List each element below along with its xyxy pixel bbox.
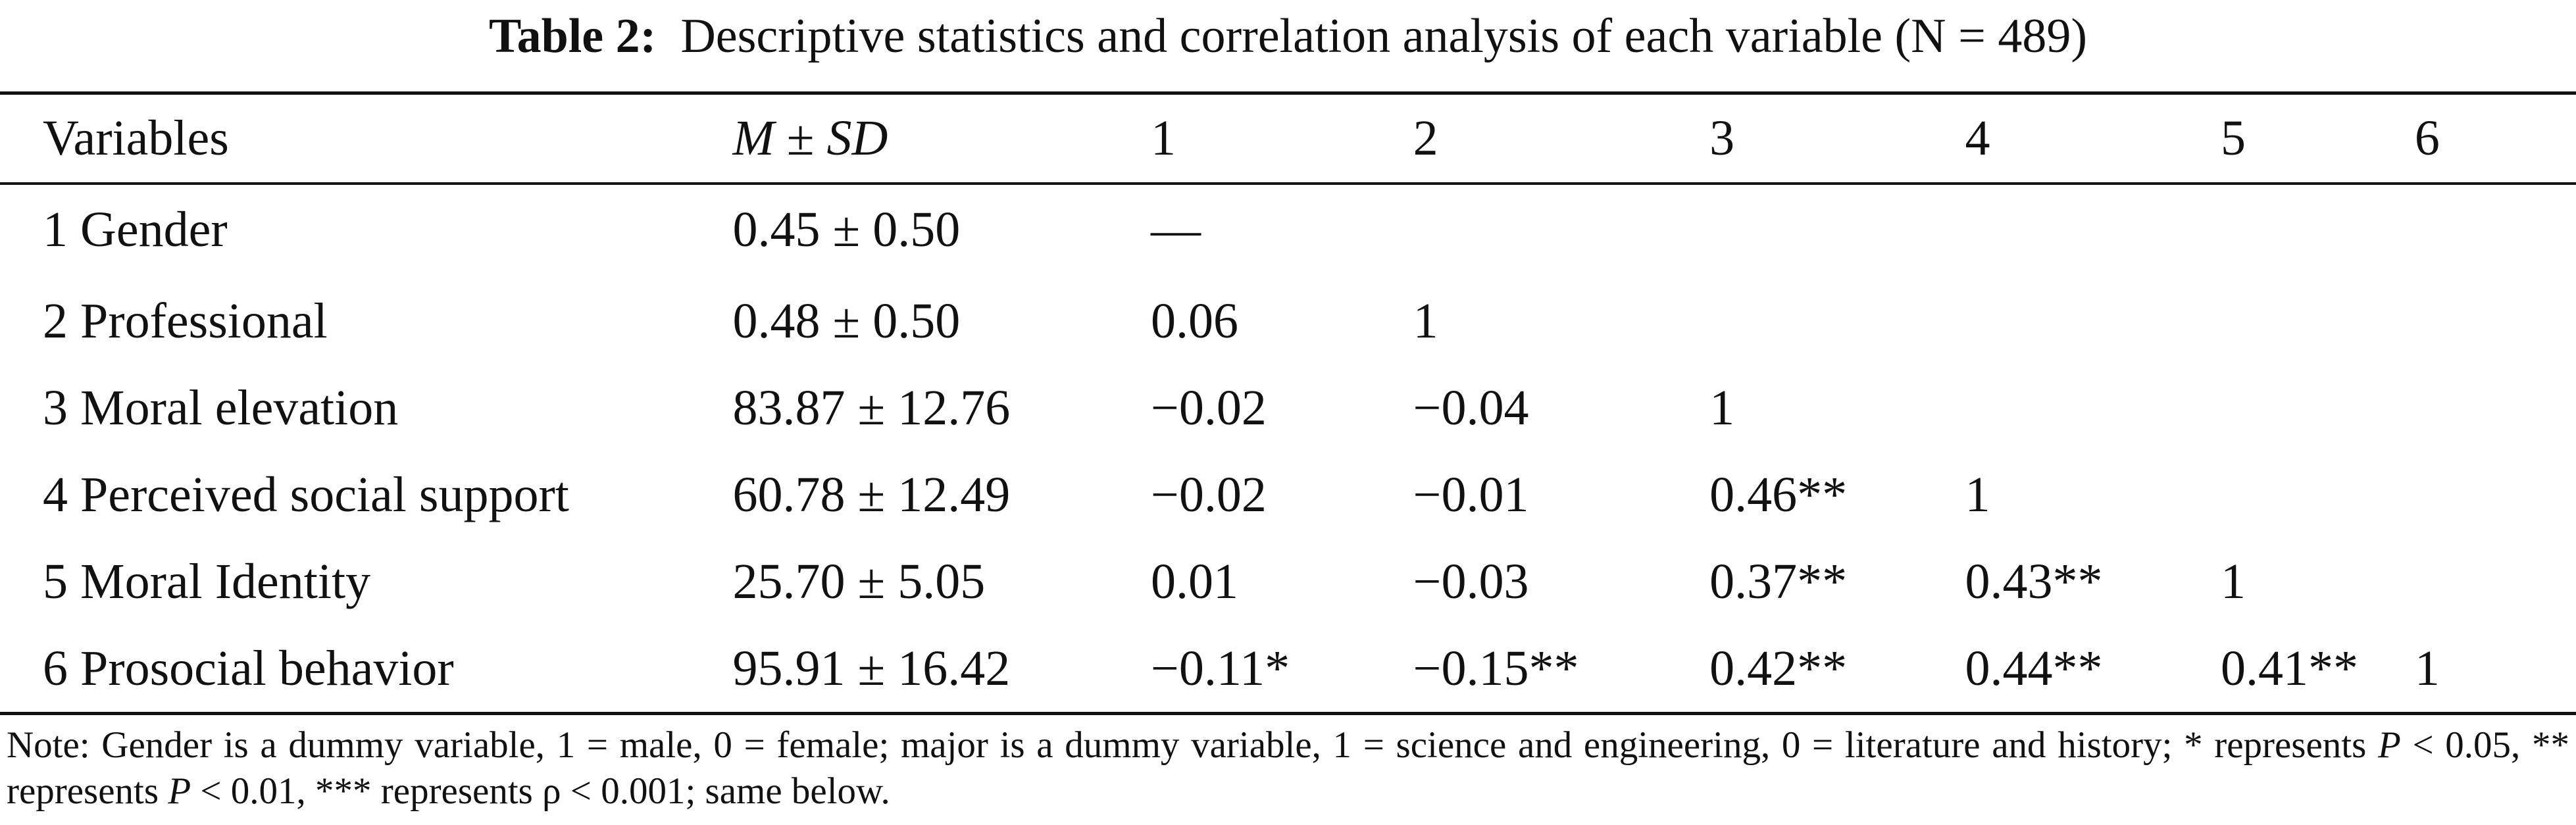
cell-c2 (1413, 182, 1709, 278)
note-part-3: < 0.01, *** represents ρ < 0.001; same b… (191, 770, 890, 812)
header-col-4: 4 (1965, 111, 1990, 166)
cell-c4 (1965, 182, 2221, 278)
cell-c1: −0.11* (1151, 640, 1290, 696)
cell-c6 (2415, 278, 2576, 364)
row-msd: 95.91 ± 16.42 (732, 640, 1011, 696)
cell-c3: 0.42** (1709, 640, 1848, 696)
cell-c1: 0.01 (1151, 553, 1239, 609)
cell-c3: 1 (1709, 380, 1735, 436)
table-row: 3 Moral elevation 83.87 ± 12.76 −0.02 −0… (0, 364, 2576, 451)
note-p-1: P (2377, 724, 2401, 766)
cell-c6 (2415, 538, 2576, 625)
row-variable: 6 Prosocial behavior (43, 640, 454, 696)
cell-c1: −0.02 (1151, 380, 1267, 436)
cell-c6 (2415, 451, 2576, 538)
row-msd: 60.78 ± 12.49 (732, 466, 1011, 522)
header-m: M (732, 111, 774, 166)
row-msd: 0.45 ± 0.50 (732, 202, 961, 257)
row-variable: 2 Professional (43, 293, 328, 349)
note-p-2: P (168, 770, 191, 812)
cell-c1: — (1151, 202, 1201, 257)
header-msd: M ± SD (732, 95, 1151, 182)
table-row: 5 Moral Identity 25.70 ± 5.05 0.01 −0.03… (0, 538, 2576, 625)
cell-c2: −0.01 (1413, 466, 1529, 522)
header-sd: SD (826, 111, 888, 166)
table-note: Note: Gender is a dummy variable, 1 = ma… (7, 722, 2569, 814)
cell-c4: 1 (1965, 466, 1990, 522)
cell-c3: 0.37** (1709, 553, 1848, 609)
cell-c3 (1709, 278, 1965, 364)
cell-c2: −0.03 (1413, 553, 1529, 609)
correlation-table: Variables M ± SD 1 2 3 4 5 6 1 Gender 0.… (0, 95, 2576, 712)
cell-c3: 0.46** (1709, 466, 1848, 522)
row-variable: 5 Moral Identity (43, 553, 371, 609)
table-header-row: Variables M ± SD 1 2 3 4 5 6 (0, 95, 2576, 182)
table-bottom-rule (0, 712, 2576, 715)
cell-c2: −0.15** (1413, 640, 1579, 696)
header-pm: ± (774, 111, 827, 166)
row-msd: 25.70 ± 5.05 (732, 553, 986, 609)
header-variables: Variables (43, 111, 229, 166)
header-col-5: 5 (2220, 111, 2246, 166)
table-caption-text: Descriptive statistics and correlation a… (680, 9, 2087, 63)
table-row: 6 Prosocial behavior 95.91 ± 16.42 −0.11… (0, 625, 2576, 712)
cell-c4: 0.43** (1965, 553, 2103, 609)
table-caption: Table 2: Descriptive statistics and corr… (0, 0, 2576, 72)
cell-c5 (2221, 451, 2415, 538)
cell-c2: −0.04 (1413, 380, 1529, 436)
cell-c4: 0.44** (1965, 640, 2103, 696)
cell-c5 (2221, 278, 2415, 364)
cell-c5 (2221, 364, 2415, 451)
cell-c5 (2221, 182, 2415, 278)
cell-c3 (1709, 182, 1965, 278)
header-col-1: 1 (1151, 111, 1176, 166)
row-msd: 83.87 ± 12.76 (732, 380, 1011, 436)
cell-c2: 1 (1413, 293, 1438, 349)
row-variable: 3 Moral elevation (43, 380, 399, 436)
cell-c5: 0.41** (2220, 640, 2358, 696)
table-top-rule (0, 91, 2576, 95)
table-caption-label: Table 2: (489, 9, 657, 63)
header-col-6: 6 (2414, 111, 2440, 166)
note-part-1: Note: Gender is a dummy variable, 1 = ma… (7, 724, 2378, 766)
header-col-3: 3 (1709, 111, 1735, 166)
row-msd: 0.48 ± 0.50 (732, 293, 961, 349)
cell-c6: 1 (2414, 640, 2440, 696)
note-part-2: < 0.05, ** represents (7, 724, 2569, 812)
table-row: 4 Perceived social support 60.78 ± 12.49… (0, 451, 2576, 538)
cell-c5: 1 (2220, 553, 2246, 609)
cell-c6 (2415, 364, 2576, 451)
cell-c4 (1965, 364, 2221, 451)
header-col-2: 2 (1413, 111, 1438, 166)
row-variable: 4 Perceived social support (43, 466, 569, 522)
cell-c4 (1965, 278, 2221, 364)
table-header-rule (0, 182, 2576, 185)
row-variable: 1 Gender (43, 202, 228, 257)
table-row: 1 Gender 0.45 ± 0.50 — (0, 182, 2576, 278)
cell-c1: 0.06 (1151, 293, 1239, 349)
cell-c1: −0.02 (1151, 466, 1267, 522)
cell-c6 (2415, 182, 2576, 278)
table-row: 2 Professional 0.48 ± 0.50 0.06 1 (0, 278, 2576, 364)
